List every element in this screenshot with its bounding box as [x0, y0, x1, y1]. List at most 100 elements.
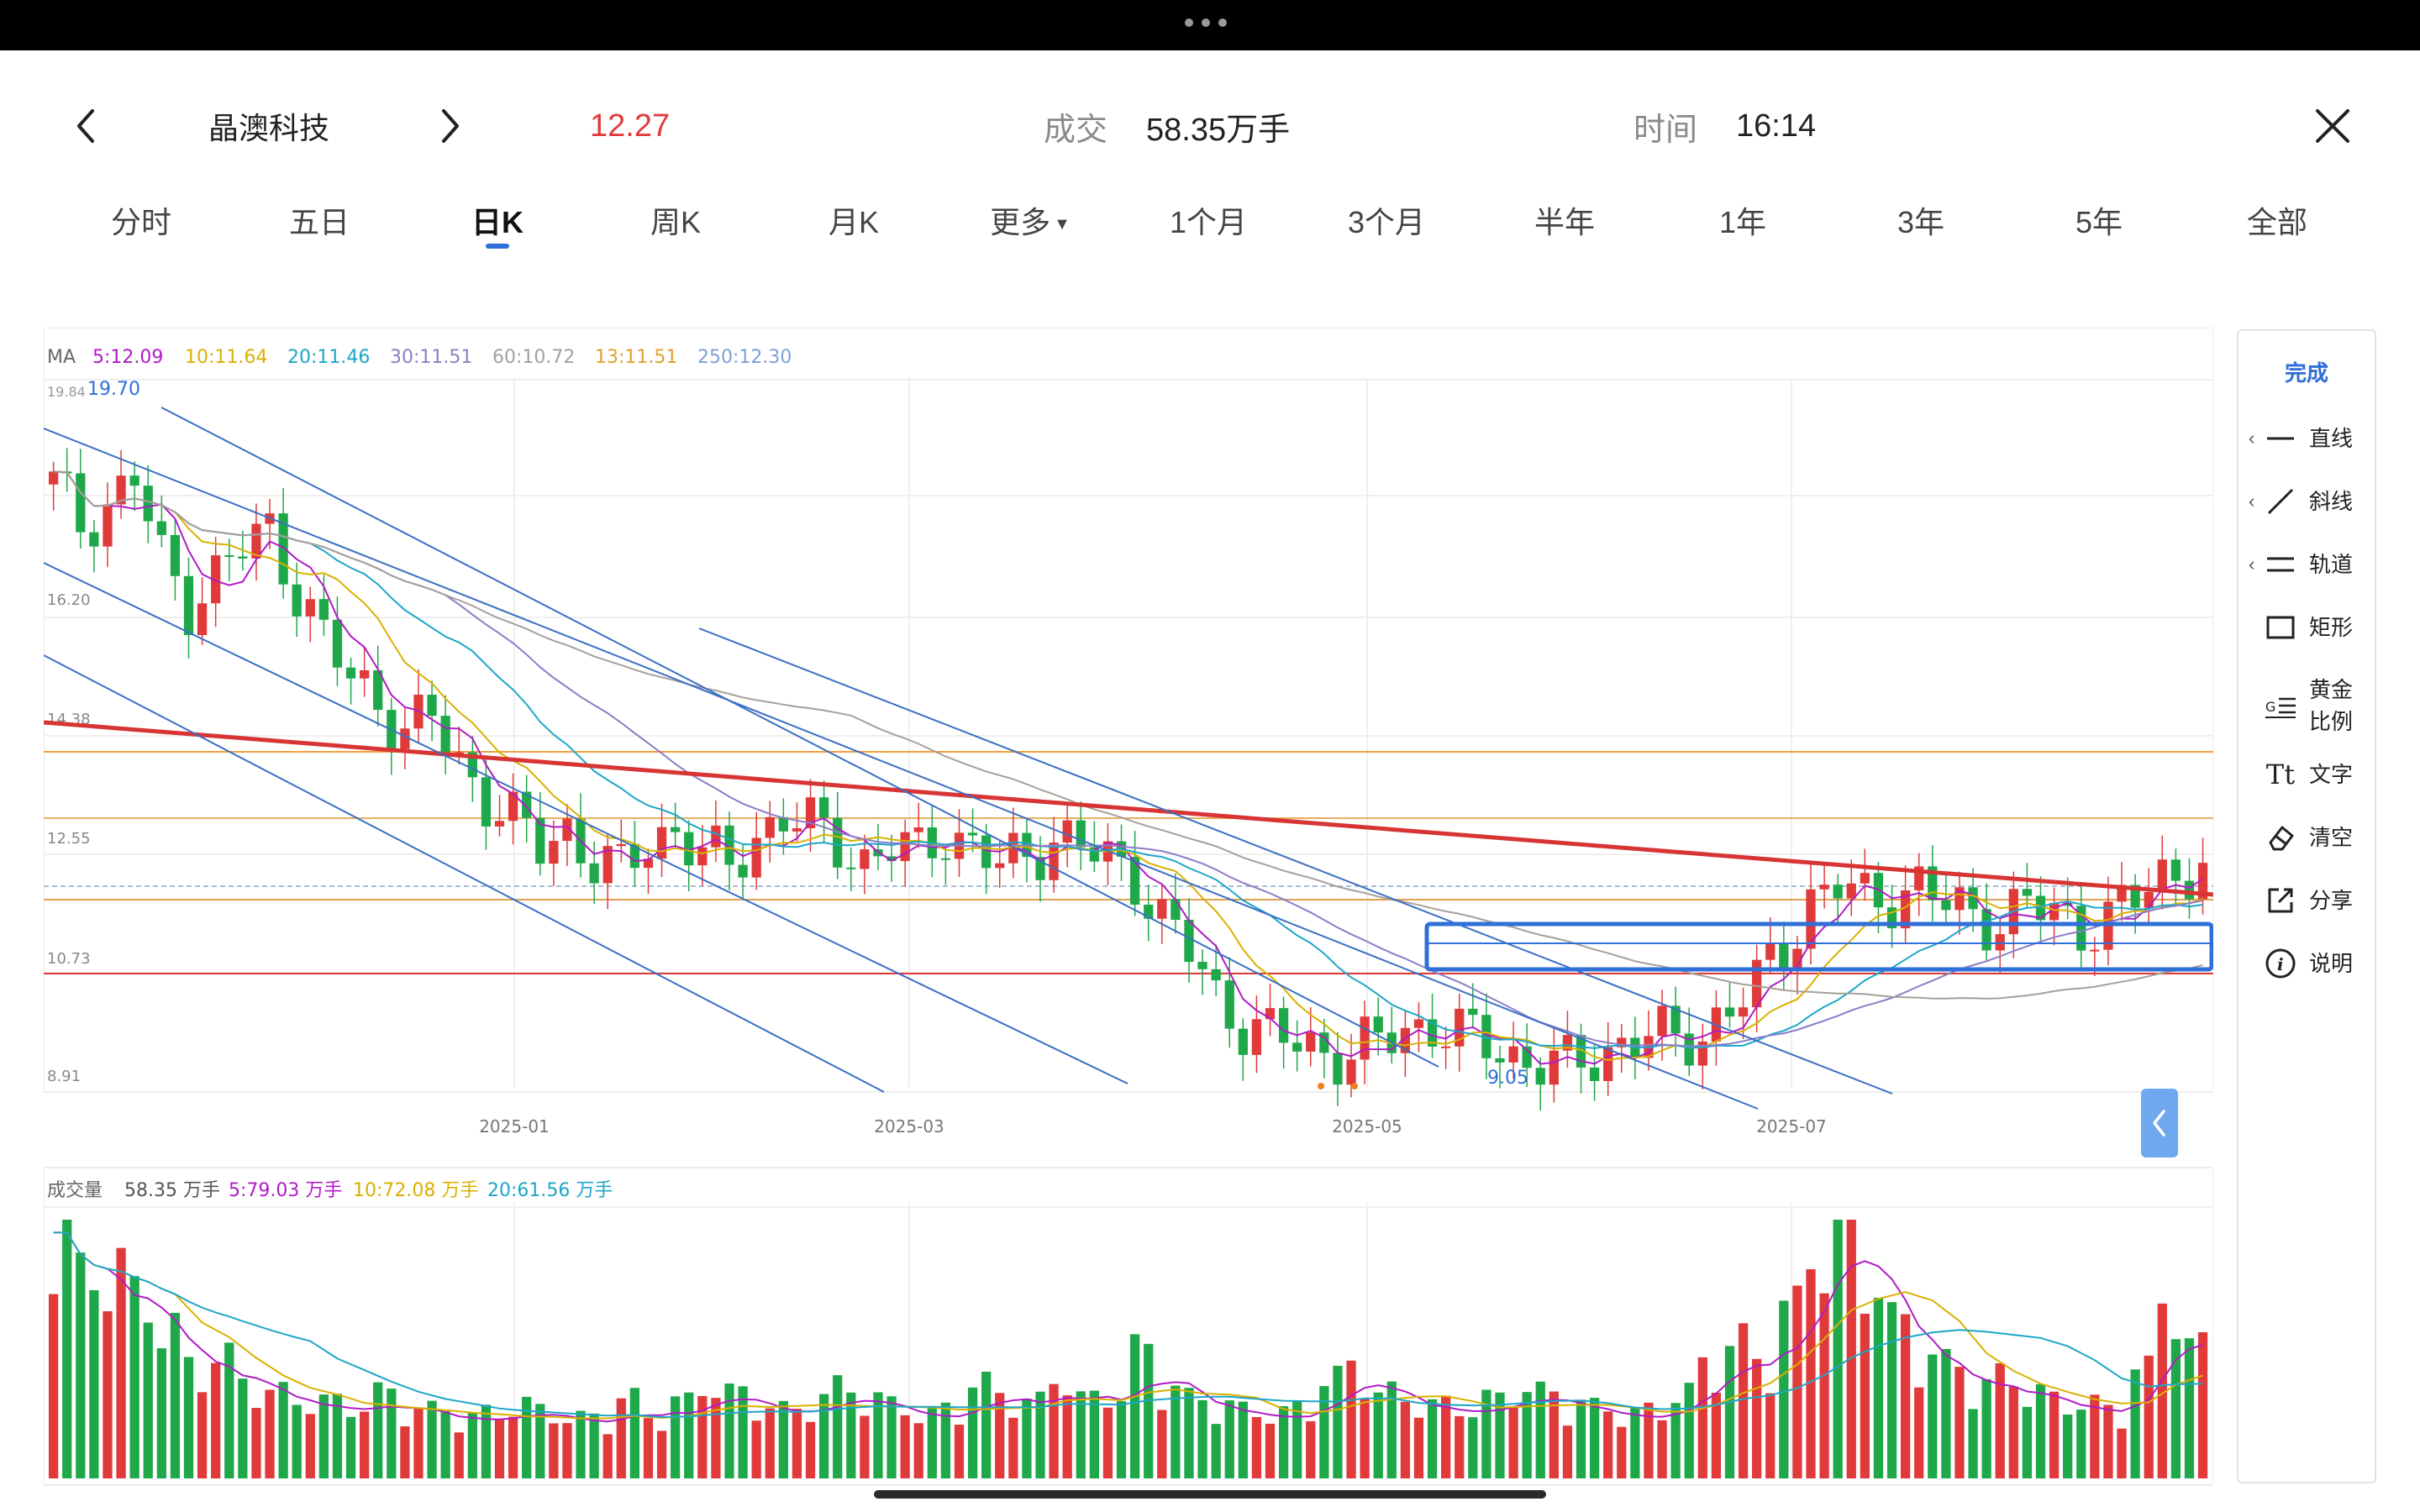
candle: [1549, 1050, 1559, 1085]
volume-bar: [1224, 1400, 1234, 1478]
tab-daily-k[interactable]: 日K: [471, 198, 523, 249]
tab-3-years[interactable]: 3年: [1897, 205, 1945, 239]
volume-bar: [1873, 1297, 1884, 1478]
volume-bar: [508, 1416, 518, 1478]
candle: [1670, 1005, 1681, 1034]
tab-1-month[interactable]: 1个月: [1169, 205, 1248, 239]
volume-bar: [1508, 1407, 1518, 1478]
ray-tool[interactable]: ‹ 斜线: [2238, 476, 2375, 527]
candle: [2076, 906, 2086, 951]
candle: [1373, 1016, 1383, 1033]
candle: [345, 667, 356, 679]
volume-bar: [913, 1423, 923, 1478]
volume-bar: [2049, 1391, 2060, 1478]
tab-monthly-k[interactable]: 月K: [828, 205, 880, 239]
volume-bar: [2076, 1410, 2086, 1478]
line-tool[interactable]: ‹ 直线: [2238, 413, 2375, 464]
tab-5-years[interactable]: 5年: [2075, 205, 2123, 239]
volume-bar: [981, 1372, 992, 1478]
candle: [1360, 1016, 1370, 1060]
volume-bar: [1617, 1426, 1627, 1478]
ma-5-line: [53, 470, 2204, 1065]
chevron-left-icon: ‹: [2249, 428, 2255, 449]
price-axis-label-3: 10.73: [47, 950, 91, 968]
tab-all[interactable]: 全部: [2246, 205, 2308, 239]
tab-3-months[interactable]: 3个月: [1347, 205, 1426, 239]
volume-bar: [211, 1362, 221, 1478]
candle: [170, 534, 181, 576]
volume-bar: [535, 1404, 545, 1478]
volume-bar: [643, 1418, 654, 1478]
prev-stock-button[interactable]: [64, 102, 111, 150]
text-tool[interactable]: Tt 文字: [2238, 749, 2375, 800]
help-tool[interactable]: i 说明: [2238, 938, 2375, 989]
done-button[interactable]: 完成: [2284, 360, 2328, 386]
tab-five-day[interactable]: 五日: [288, 205, 350, 239]
candle: [494, 821, 505, 827]
candle: [818, 797, 829, 818]
date-axis-label-2: 2025-05: [1332, 1116, 1402, 1137]
candle: [2090, 949, 2100, 952]
tab-more[interactable]: 更多 ▼: [990, 205, 1071, 239]
candle: [1724, 1007, 1735, 1017]
volume-bar: [373, 1382, 383, 1478]
volume-bar: [2170, 1339, 2181, 1478]
volume-bar: [360, 1411, 370, 1478]
volume-bar: [332, 1394, 343, 1478]
candle: [1292, 1042, 1302, 1052]
channel-line: [43, 654, 885, 1093]
tab-weekly-k[interactable]: 周K: [650, 205, 702, 239]
candle: [1819, 885, 1829, 890]
collapse-panel-button[interactable]: [2141, 1089, 2178, 1158]
volume-bar: [1806, 1268, 1816, 1478]
rect-tool[interactable]: 矩形: [2238, 602, 2375, 653]
volume-bar: [671, 1396, 681, 1478]
date-axis-label-0: 2025-01: [479, 1116, 550, 1137]
golden-ratio-tool[interactable]: G 黄金 比例: [2238, 672, 2375, 739]
kline-chart[interactable]: MA 5:12.09 10:11.64 20:11.46 30:11.51 60:10.7…: [43, 327, 2214, 1487]
next-stock-button[interactable]: [425, 102, 472, 150]
eraser-icon: [2262, 819, 2299, 856]
chevron-left-icon: ‹: [2249, 491, 2255, 512]
volume-bar: [1306, 1420, 1316, 1478]
ma-legend-item-3: 30:11.51: [390, 347, 472, 368]
candle: [1684, 1033, 1694, 1066]
tab-intraday[interactable]: 分时: [110, 205, 172, 239]
volume-bar: [1522, 1392, 1532, 1478]
volume-bar: [278, 1382, 288, 1478]
candle: [1306, 1032, 1316, 1052]
candle: [1928, 866, 1938, 900]
close-button[interactable]: [2309, 102, 2356, 150]
clear-tool[interactable]: 清空: [2238, 812, 2375, 863]
candle: [1576, 1035, 1586, 1068]
volume-ma-20-line: [53, 1231, 2203, 1419]
volume-bar: [765, 1408, 775, 1478]
ma-20-line: [53, 470, 2203, 1049]
candle: [1495, 1058, 1505, 1063]
candle: [643, 858, 654, 869]
more-dots-icon[interactable]: [1185, 18, 1227, 27]
volume-bar: [738, 1386, 748, 1478]
candle: [1049, 843, 1059, 880]
channel-line: [43, 562, 1128, 1084]
candle: [2184, 880, 2195, 900]
candle: [1779, 942, 1789, 969]
channel-tool[interactable]: ‹ 轨道: [2238, 539, 2375, 590]
candle: [1589, 1067, 1600, 1081]
candle: [2170, 859, 2181, 881]
volume-bar: [62, 1220, 72, 1478]
candle: [765, 816, 775, 838]
share-tool[interactable]: 分享: [2238, 875, 2375, 926]
volume-bar: [1144, 1343, 1154, 1478]
volume-bar: [602, 1434, 613, 1478]
volume-bar: [629, 1388, 640, 1478]
candle: [1211, 969, 1221, 981]
candle: [197, 603, 208, 636]
tab-half-year[interactable]: 半年: [1534, 205, 1596, 239]
tab-1-year[interactable]: 1年: [1718, 205, 1767, 239]
stock-name: 晶澳科技: [208, 111, 330, 145]
candle: [49, 471, 59, 485]
candle: [89, 532, 99, 547]
volume-bar: [345, 1416, 356, 1478]
candle: [103, 504, 113, 547]
